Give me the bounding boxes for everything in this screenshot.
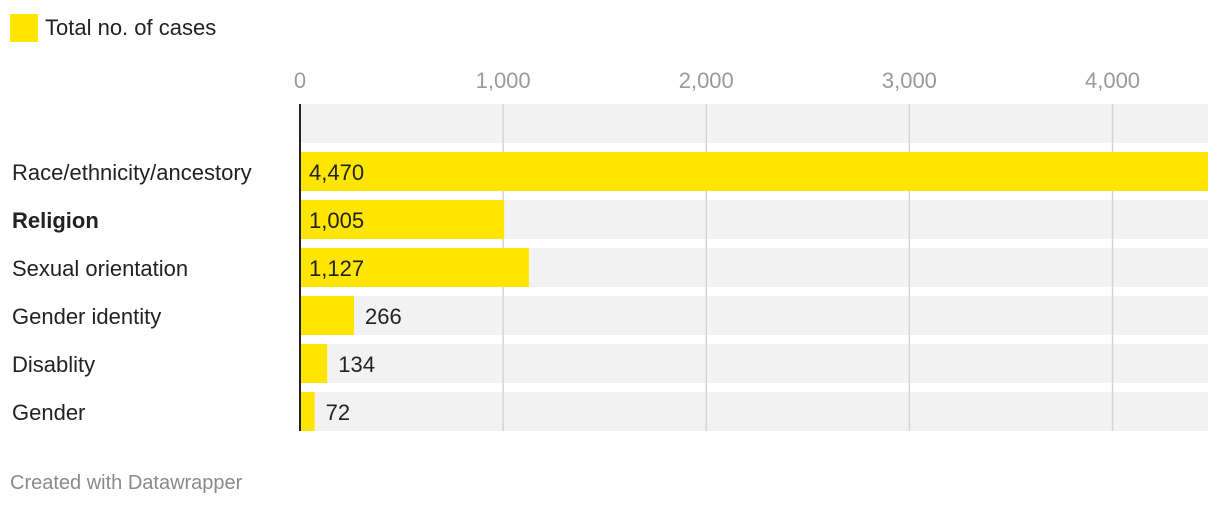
bar-chart: 0 1,000 2,000 3,000 4,000 Race/ethnicity/ance… <box>12 68 1208 431</box>
value-label: 134 <box>338 352 375 377</box>
bar <box>300 152 1208 191</box>
category-label: Gender <box>12 400 85 425</box>
x-tick-label: 4,000 <box>1085 68 1140 93</box>
x-tick-label: 0 <box>294 68 306 93</box>
value-label: 4,470 <box>309 160 364 185</box>
plot-track-top <box>300 104 1208 143</box>
value-label: 1,127 <box>309 256 364 281</box>
bar <box>300 200 505 239</box>
x-tick-label: 2,000 <box>679 68 734 93</box>
bar-track <box>300 392 1208 431</box>
x-tick-label: 1,000 <box>476 68 531 93</box>
category-label: Gender identity <box>12 304 161 329</box>
bar <box>300 296 355 335</box>
category-label: Race/ethnicity/ancestory <box>12 160 252 185</box>
category-label: Disablity <box>12 352 95 377</box>
legend-swatch <box>10 14 38 42</box>
bar-track <box>300 296 1208 335</box>
category-label: Sexual orientation <box>12 256 188 281</box>
value-label: 1,005 <box>309 208 364 233</box>
bar <box>300 344 328 383</box>
chart-legend: Total no. of cases <box>10 14 216 42</box>
x-tick-label: 3,000 <box>882 68 937 93</box>
bar <box>300 392 315 431</box>
bar <box>300 248 529 287</box>
legend-label: Total no. of cases <box>45 15 217 40</box>
bar-track <box>300 344 1208 383</box>
value-label: 72 <box>326 400 350 425</box>
category-label: Religion <box>12 208 99 233</box>
value-label: 266 <box>365 304 402 329</box>
footer-credit: Created with Datawrapper <box>10 472 243 494</box>
